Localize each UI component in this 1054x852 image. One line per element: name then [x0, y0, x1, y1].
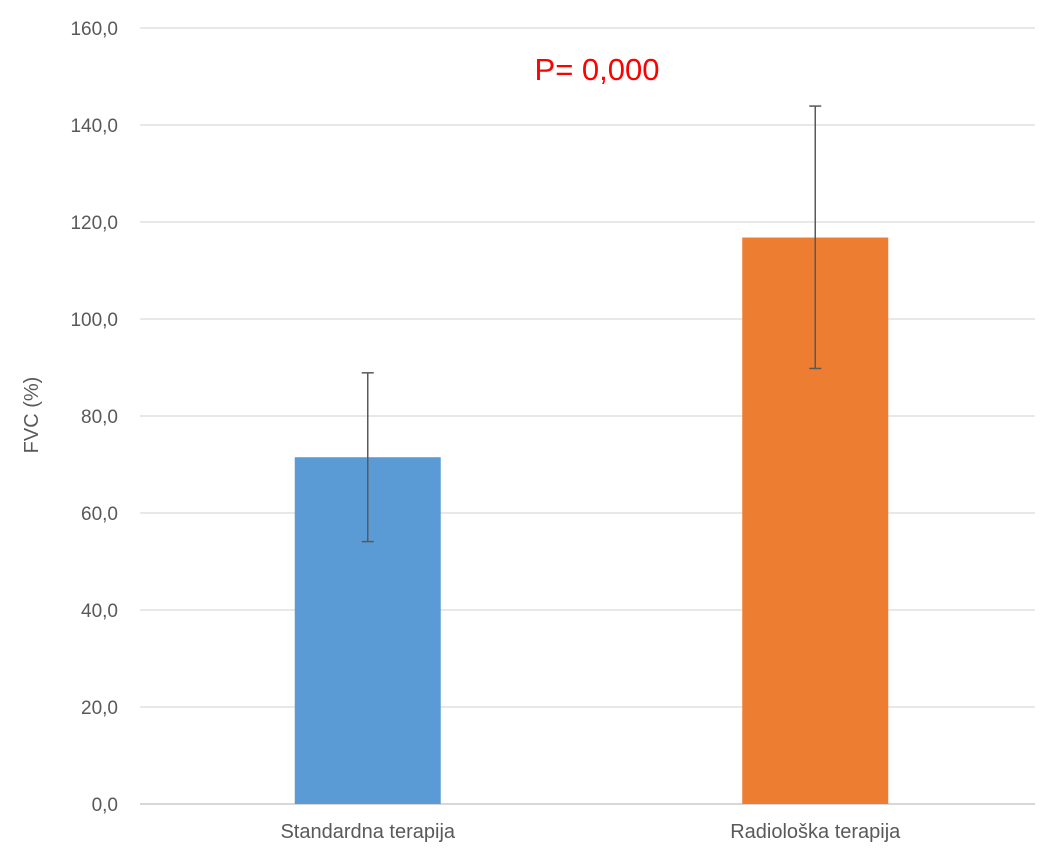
x-axis-categories: Standardna terapija Radiološka terapija: [280, 821, 901, 843]
y-tick-label: 80,0: [81, 407, 118, 428]
error-bars: [361, 105, 822, 543]
y-tick-label: 100,0: [70, 310, 118, 331]
y-tick-label: 40,0: [81, 601, 118, 622]
y-axis-label: FVC (%): [21, 377, 43, 454]
y-axis-ticks: 0,0 20,0 40,0 60,0 80,0 100,0 120,0 140,0 160,0: [70, 19, 118, 816]
y-tick-label: 20,0: [81, 698, 118, 719]
x-category-label: Standardna terapija: [280, 821, 455, 843]
y-tick-label: 140,0: [70, 116, 118, 137]
p-value-annotation: P= 0,000: [535, 52, 660, 87]
bars: [294, 237, 889, 804]
x-category-label: Radiološka terapija: [730, 821, 901, 843]
y-tick-label: 160,0: [70, 19, 118, 40]
gridlines: [140, 27, 1035, 805]
y-tick-label: 60,0: [81, 504, 118, 525]
y-tick-label: 0,0: [92, 795, 118, 816]
y-tick-label: 120,0: [70, 213, 118, 234]
